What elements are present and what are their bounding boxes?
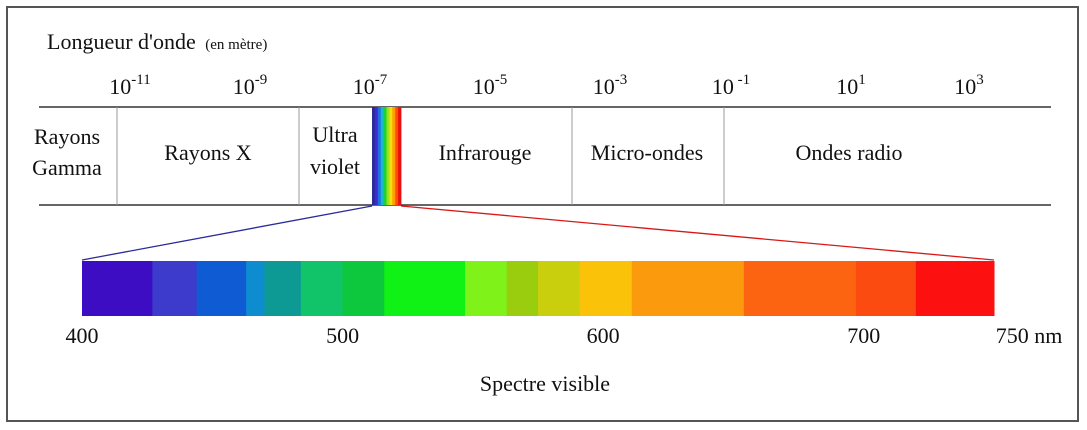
spectrum-segment [300, 261, 344, 316]
rainbow-strip-slice [386, 107, 390, 205]
rainbow-strip-slice [380, 107, 384, 205]
wavelength-tick-label: 103 [954, 72, 984, 99]
wavelength-ticks: 10-11 10-9 10-7 10-5 10-3 10 -1 101 103 [109, 72, 983, 99]
wavelength-tick-label: 10-5 [473, 72, 508, 99]
rainbow-strip-slice [383, 107, 387, 205]
tick-exponent: -3 [615, 72, 628, 88]
tick-base: 10 [712, 74, 734, 99]
wavelength-tick-label: 101 [836, 72, 866, 99]
spectrum-segment [152, 261, 198, 316]
title-unit: (en mètre) [205, 37, 267, 53]
band-gamma-label-1: Rayons [34, 124, 100, 149]
spectrum-segment [855, 261, 917, 316]
rainbow-strip-slice [372, 107, 376, 205]
band-infrared-label: Infrarouge [439, 140, 532, 165]
tick-base: 10 [593, 74, 615, 99]
band-gamma-label-2: Gamma [32, 155, 102, 180]
spectrum-segment [506, 261, 539, 316]
tick-exponent: -5 [495, 72, 508, 88]
spectrum-segment [82, 261, 153, 316]
tick-base: 10 [233, 74, 255, 99]
rainbow-strip-slice [389, 107, 393, 205]
spectrum-scale-label: 600 [587, 323, 620, 348]
wavelength-tick-label: 10 -1 [712, 72, 750, 99]
spectrum-segment [264, 261, 302, 316]
band-microwave-label: Micro-ondes [591, 140, 703, 165]
wavelength-tick-label: 10-11 [109, 72, 150, 99]
band-xray-label: Rayons X [164, 140, 252, 165]
spectrum-scale-label: 400 [66, 323, 99, 348]
diagram-frame [6, 6, 1079, 422]
rainbow-strip-slice [374, 107, 379, 205]
tick-exponent: 3 [976, 72, 984, 88]
connector-line-left [81, 205, 373, 261]
wavelength-tick-label: 10-9 [233, 72, 268, 99]
spectrum-segment [196, 261, 247, 316]
spectrum-segment [631, 261, 745, 316]
visible-spectrum-bar [82, 261, 995, 316]
spectrum-segment [384, 261, 466, 316]
spectrum-segment [915, 261, 995, 316]
spectrum-scale-label: 700 [847, 323, 880, 348]
tick-exponent: 1 [858, 72, 866, 88]
rainbow-strip-slice [398, 107, 402, 205]
title: Longueur d'onde (en mètre) [47, 29, 267, 54]
tick-exponent: -7 [375, 72, 388, 88]
band-uv-label-1: Ultra [312, 122, 357, 147]
band-radio-label: Ondes radio [796, 140, 903, 165]
spectrum-segment [743, 261, 857, 316]
tick-base: 10 [109, 74, 131, 99]
tick-base: 10 [836, 74, 858, 99]
spectrum-scale-label: 750 nm [996, 323, 1063, 348]
spectrum-segment [246, 261, 265, 316]
rainbow-strip-slice [392, 107, 396, 205]
tick-base: 10 [473, 74, 495, 99]
spectrum-scale-label: 500 [326, 323, 359, 348]
spectrum-segment [465, 261, 508, 316]
tick-exponent: -11 [131, 72, 150, 88]
tick-exponent: -1 [734, 72, 750, 88]
tick-exponent: -9 [255, 72, 268, 88]
title-main: Longueur d'onde [47, 29, 196, 54]
rainbow-strip-slice [377, 107, 382, 205]
rainbow-strip-slice [395, 107, 399, 205]
tick-base: 10 [954, 74, 976, 99]
visible-spectrum-caption: Spectre visible [480, 371, 610, 396]
wavelength-tick-label: 10-7 [353, 72, 388, 99]
visible-rainbow-strip [372, 107, 402, 205]
visible-scale-labels: 400 500 600 700 750 nm [66, 323, 1063, 348]
wavelength-tick-label: 10-3 [593, 72, 628, 99]
spectrum-segment [579, 261, 633, 316]
spectrum-segment [538, 261, 581, 316]
tick-base: 10 [353, 74, 375, 99]
spectrum-segment [342, 261, 385, 316]
band-uv-label-2: violet [310, 154, 360, 179]
connector-line-right [400, 205, 995, 261]
